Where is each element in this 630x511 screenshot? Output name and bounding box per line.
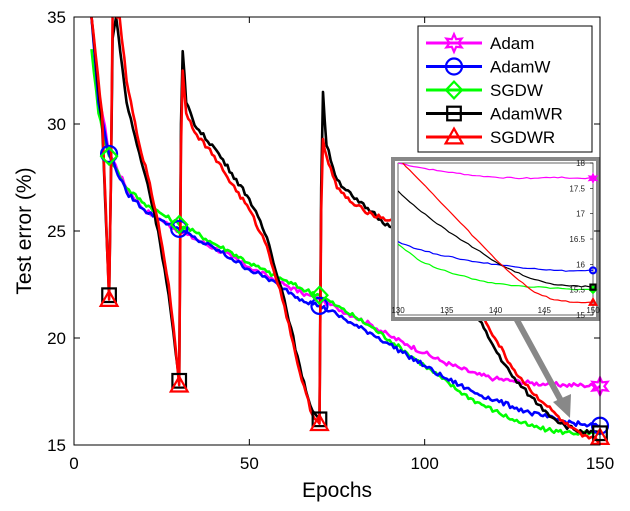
inset-x-tick-label: 130 (391, 306, 405, 315)
inset-series-lines (398, 163, 593, 304)
legend-marker-adamwr (446, 105, 462, 122)
series-line-sgdwr (90, 17, 600, 444)
inset-marker-sgdwr (587, 296, 599, 306)
marker-adamw (99, 144, 119, 164)
y-axis-label: Test error (%) (13, 167, 36, 294)
inset-y-tick-label: 16.5 (569, 235, 585, 244)
marker-adamwr (311, 411, 328, 428)
legend-marker-sgdw (444, 80, 464, 100)
inset-line-adamw (398, 240, 593, 272)
inset-x-tick-label: 145 (538, 306, 552, 315)
inset-marker-adamwr (589, 283, 597, 291)
y-tick-label: 15 (47, 436, 66, 455)
inset-y-tick-label: 18 (576, 159, 585, 168)
x-axis: 0 50 100 150 (69, 17, 614, 473)
legend-marker-sgdwr (443, 126, 465, 145)
x-axis-label: Epochs (302, 479, 372, 502)
legend-label-sgdwr: SGDWR (490, 128, 555, 147)
series-markers (98, 144, 611, 446)
inset-y-tick-label: 15.5 (569, 286, 585, 295)
y-tick-label: 25 (47, 222, 66, 241)
x-tick-label: 50 (240, 454, 259, 473)
inset-marker-adam (587, 172, 599, 185)
legend: Adam AdamW SGDW AdamWR SGDWR (417, 25, 593, 153)
legend-label-sgdw: SGDW (490, 81, 543, 100)
inset-x-tick-label: 135 (440, 306, 454, 315)
inset-line-adam (398, 163, 593, 180)
y-tick-label: 30 (47, 115, 66, 134)
legend-marker-adamw (444, 57, 464, 76)
marker-adamw (310, 296, 329, 315)
marker-sgdw (309, 285, 329, 306)
inset-line-sgdwr (402, 163, 593, 304)
inset-x-tick-label: 150 (586, 306, 600, 315)
y-tick-label: 35 (47, 8, 66, 27)
marker-adamw (170, 219, 189, 238)
y-tick-label: 20 (47, 329, 66, 348)
inset-y-tick-label: 16 (576, 260, 585, 269)
inset-y-tick-label: 17 (576, 210, 585, 219)
inset-arrow-head (553, 394, 571, 418)
marker-sgdw (169, 214, 189, 235)
marker-adamwr (101, 287, 117, 304)
inset-marker-adamw (588, 266, 598, 275)
legend-label-adam: Adam (490, 34, 534, 53)
y-axis: 15 20 25 30 35 (47, 8, 600, 455)
marker-sgdwr (309, 412, 330, 432)
inset-x-tick-label: 140 (489, 306, 503, 315)
inset-y-tick-label: 15 (576, 311, 585, 320)
inset-y-tick-label: 17.5 (569, 184, 585, 193)
marker-sgdwr (168, 374, 190, 393)
marker-sgdw (99, 146, 119, 167)
x-tick-label: 0 (69, 454, 78, 473)
legend-marker-adam (444, 31, 464, 55)
marker-sgdwr (98, 288, 120, 307)
inset-plot-area (397, 162, 594, 316)
legend-label-adamwr: AdamWR (490, 105, 563, 124)
x-tick-label: 100 (410, 454, 438, 473)
x-tick-label: 150 (586, 454, 614, 473)
series-line-adamw (90, 17, 600, 428)
inset-line-adamwr (398, 190, 593, 288)
legend-label-adamw: AdamW (490, 58, 550, 77)
marker-adamwr (171, 372, 188, 389)
inset-line-sgdw (398, 243, 593, 291)
